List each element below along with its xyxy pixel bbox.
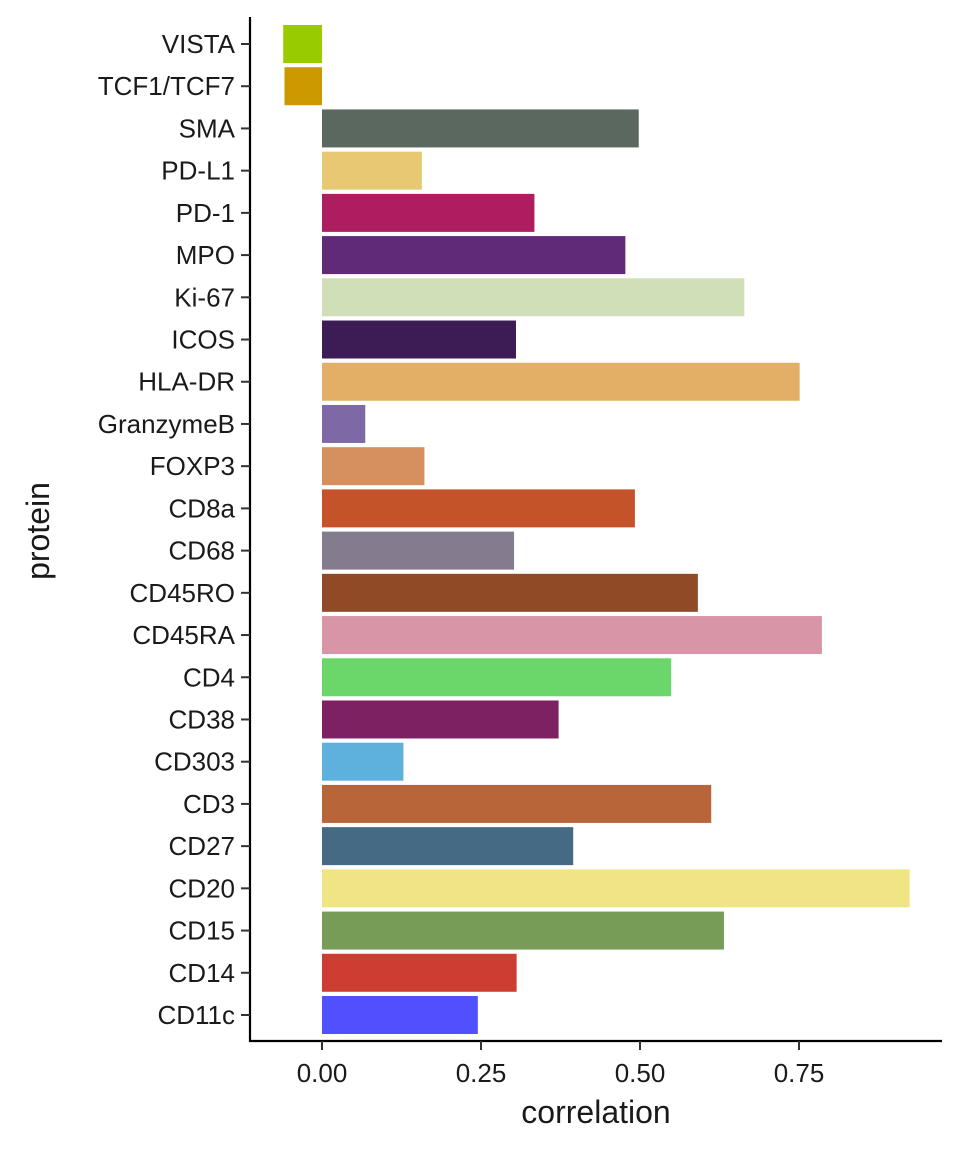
y-axis-title: protein xyxy=(20,482,56,580)
bar-icos xyxy=(322,320,516,359)
bar-pd-l1 xyxy=(322,151,422,190)
bar-cd45ra xyxy=(322,616,822,655)
bar-pd-1 xyxy=(322,193,535,232)
bar-cd15 xyxy=(322,911,724,950)
bar-tcf1-tcf7 xyxy=(284,67,322,106)
x-axis-title: correlation xyxy=(521,1094,670,1130)
y-tick-label: CD15 xyxy=(169,916,235,946)
bar-cd27 xyxy=(322,827,574,866)
y-tick-label: CD27 xyxy=(169,831,235,861)
x-tick-label: 0.75 xyxy=(774,1058,825,1088)
y-tick-label: CD303 xyxy=(154,747,235,777)
y-tick-label: TCF1/TCF7 xyxy=(98,71,235,101)
bar-cd14 xyxy=(322,953,517,992)
y-tick-label: CD45RA xyxy=(132,620,235,650)
y-tick-label: CD14 xyxy=(169,958,235,988)
bars-layer xyxy=(283,25,910,1034)
y-tick-label: MPO xyxy=(176,240,235,270)
bar-cd45ro xyxy=(322,573,698,612)
bar-vista xyxy=(283,25,322,63)
x-tick-label: 0.00 xyxy=(297,1058,348,1088)
y-tick-label: CD68 xyxy=(169,536,235,566)
bar-granzymeb xyxy=(322,404,366,443)
bar-cd11c xyxy=(322,996,478,1034)
y-tick-label: ICOS xyxy=(171,325,235,355)
y-tick-label: CD3 xyxy=(183,789,235,819)
y-tick-label: HLA-DR xyxy=(138,367,235,397)
y-tick-label: GranzymeB xyxy=(98,409,235,439)
x-tick-label: 0.50 xyxy=(615,1058,666,1088)
y-tick-label: SMA xyxy=(179,113,236,143)
y-tick-label: VISTA xyxy=(162,29,236,59)
y-tick-label: CD20 xyxy=(169,873,235,903)
axes-layer: VISTA TCF1/TCF7 SMA PD-L1 PD-1 MPO Ki-67 ICOS HL… xyxy=(98,17,942,1088)
bar-hla-dr xyxy=(322,362,800,401)
bar-sma xyxy=(322,109,639,148)
bar-cd303 xyxy=(322,742,404,781)
y-tick-label: CD4 xyxy=(183,662,235,692)
y-tick-label: Ki-67 xyxy=(174,282,235,312)
bar-cd20 xyxy=(322,869,910,908)
bar-ki-67 xyxy=(322,278,745,317)
bar-cd4 xyxy=(322,658,672,697)
bar-cd3 xyxy=(322,784,712,823)
bar-cd8a xyxy=(322,489,635,528)
y-tick-label: CD38 xyxy=(169,704,235,734)
bar-cd38 xyxy=(322,700,559,739)
bar-cd68 xyxy=(322,531,515,570)
bar-foxp3 xyxy=(322,447,425,486)
y-tick-label: CD11c xyxy=(157,1000,235,1030)
y-tick-label: FOXP3 xyxy=(150,451,235,481)
x-tick-label: 0.25 xyxy=(456,1058,507,1088)
bar-mpo xyxy=(322,236,626,275)
y-tick-label: CD45RO xyxy=(130,578,235,608)
y-tick-label: PD-1 xyxy=(176,198,235,228)
y-tick-label: CD8a xyxy=(169,493,236,523)
y-tick-label: PD-L1 xyxy=(161,156,235,186)
